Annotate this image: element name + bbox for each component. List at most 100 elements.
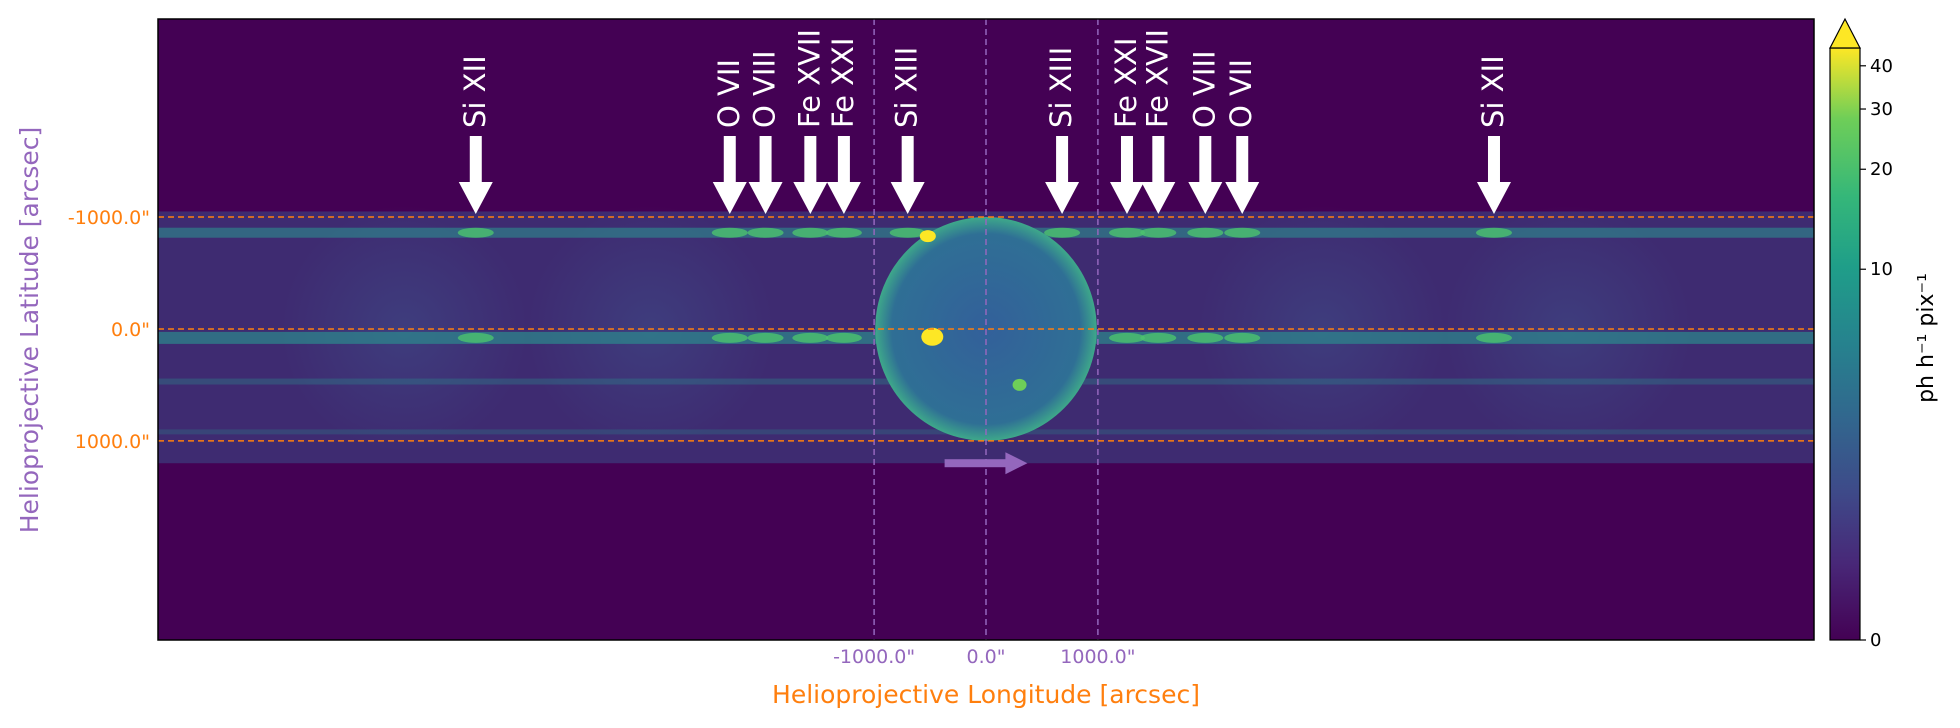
annotation-arrow-shaft	[469, 136, 482, 184]
spectral-line-label: Si XIII	[890, 47, 924, 128]
dispersed-disk-image	[1444, 205, 1691, 453]
emission-knot	[1224, 227, 1261, 238]
colorbar-tick-label: 30	[1870, 99, 1893, 120]
spectral-line-label: O VII	[1224, 59, 1258, 128]
emission-knot	[1108, 332, 1145, 343]
emission-knot	[711, 227, 748, 238]
spectral-line-label: O VIII	[748, 50, 782, 128]
annotation-arrow-shaft	[1152, 136, 1165, 184]
y-tick-labels: -1000.0" 0.0" 1000.0"	[68, 207, 150, 453]
emission-knot	[792, 227, 829, 238]
emission-knot	[747, 332, 784, 343]
dispersion-arrow-head	[1005, 452, 1028, 475]
colorbar-tick-label: 10	[1870, 259, 1893, 280]
x-axis-label: Helioprojective Longitude [arcsec]	[772, 680, 1200, 709]
annotation-arrow-shaft	[837, 136, 850, 184]
spectral-line-annotation: Fe XVII	[792, 29, 828, 214]
emission-knot	[1475, 332, 1512, 343]
emission-knot	[1044, 227, 1081, 238]
emission-knot	[1187, 332, 1224, 343]
x-tick-label: 1000.0"	[1060, 646, 1135, 668]
active-region	[919, 230, 936, 243]
emission-knot	[457, 227, 494, 238]
solar-disk	[875, 217, 1097, 441]
emission-knot	[825, 332, 862, 343]
spectral-line-annotation: Si XII	[1476, 55, 1511, 214]
y-tick-label: -1000.0"	[68, 207, 150, 229]
guide-lines	[158, 19, 1814, 640]
spectral-line-annotation: Si XIII	[1044, 47, 1080, 214]
annotation-arrow-shaft	[759, 136, 772, 184]
emission-knot	[1475, 227, 1512, 238]
colorbar-ticks: 0 10 20 30 40	[1860, 56, 1893, 651]
emission-knot	[792, 332, 829, 343]
annotation-arrow-head	[1141, 182, 1176, 214]
emission-knot	[1140, 227, 1177, 238]
plot-frame	[157, 18, 1815, 641]
x-tick-label: 0.0"	[967, 646, 1006, 668]
emission-knot	[825, 227, 862, 238]
spectral-line-label: Fe XVII	[1140, 29, 1174, 128]
emission-knot	[1187, 227, 1224, 238]
spectral-line-label: Si XIII	[1044, 47, 1078, 128]
colorbar: 0 10 20 30 40 ph h⁻¹ pix⁻¹	[1829, 17, 1939, 651]
emission-knot	[747, 227, 784, 238]
annotation-arrow-head	[458, 182, 493, 214]
annotation-arrow-shaft	[1199, 136, 1212, 184]
annotation-arrow-head	[1188, 182, 1223, 214]
x-tick-label: -1000.0"	[833, 646, 915, 668]
annotation-arrow-head	[890, 182, 925, 214]
y-tick-label: 1000.0"	[75, 431, 150, 453]
spectral-line-label: Fe XXI	[1109, 38, 1143, 128]
spectral-line-annotation: Fe XVII	[1140, 29, 1176, 214]
x-tick-labels: -1000.0" 0.0" 1000.0"	[833, 646, 1135, 668]
annotation-arrow-shaft	[1236, 136, 1249, 184]
colorbar-tick-label: 20	[1870, 159, 1893, 180]
spectral-line-label: O VIII	[1187, 50, 1221, 128]
annotation-arrow-shaft	[1056, 136, 1069, 184]
colorbar-extend-triangle	[1829, 17, 1861, 49]
annotation-arrow-shaft	[1487, 136, 1500, 184]
annotation-arrow-head	[712, 182, 747, 214]
annotation-arrow-head	[793, 182, 828, 214]
spectral-line-label: Fe XVII	[792, 29, 826, 128]
annotation-arrow-shaft	[804, 136, 817, 184]
spectral-line-annotation: Fe XXI	[826, 38, 861, 214]
spectral-line-annotation: Fe XXI	[1109, 38, 1144, 214]
emission-knot	[889, 227, 926, 238]
annotation-arrow-head	[1225, 182, 1260, 214]
spectral-line-annotation: Si XIII	[890, 47, 925, 214]
active-region	[1012, 378, 1027, 391]
spectral-line-label: Fe XXI	[826, 38, 860, 128]
colorbar-label: ph h⁻¹ pix⁻¹	[1914, 273, 1939, 403]
annotation-arrow-shaft	[723, 136, 736, 184]
emission-knot	[1224, 332, 1261, 343]
colorbar-tick-label: 0	[1870, 630, 1881, 651]
emission-knot	[1108, 227, 1145, 238]
emission-knot	[1140, 332, 1177, 343]
active-region	[921, 327, 944, 346]
dispersed-disk-image	[281, 205, 528, 453]
annotation-arrow-head	[748, 182, 783, 214]
spectral-line-label: Si XII	[458, 55, 492, 128]
annotation-arrow-shaft	[901, 136, 914, 184]
annotation-arrow-head	[1476, 182, 1511, 214]
colorbar-gradient	[1829, 47, 1861, 641]
spectral-line-annotation: O VIII	[748, 50, 783, 214]
emission-knot	[711, 332, 748, 343]
spectral-line-label: O VII	[712, 59, 746, 128]
spectral-line-annotations: Si XII O VII O VIII Fe XVII Fe XXI Si XIII Si …	[458, 29, 1511, 214]
annotation-arrow-head	[1045, 182, 1080, 214]
spectral-line-annotation: O VII	[712, 59, 747, 214]
y-axis-label: Helioprojective Latitude [arcsec]	[15, 127, 44, 534]
y-tick-label: 0.0"	[111, 319, 150, 341]
colorbar-tick-label: 40	[1870, 56, 1893, 77]
dispersion-arrow-shaft	[944, 459, 1008, 468]
spectral-line-label: Si XII	[1476, 55, 1510, 128]
emission-knot	[457, 332, 494, 343]
annotation-arrow-head	[826, 182, 861, 214]
spectral-line-annotation: O VIII	[1187, 50, 1223, 214]
spectral-line-annotation: O VII	[1224, 59, 1260, 214]
annotation-arrow-head	[1109, 182, 1144, 214]
